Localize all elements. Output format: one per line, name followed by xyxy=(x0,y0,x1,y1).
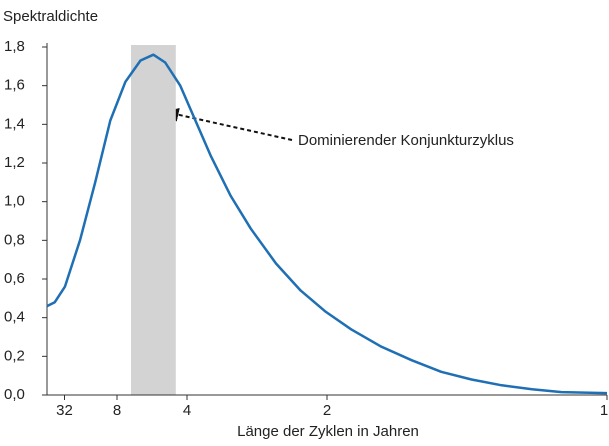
x-tick-label: 8 xyxy=(113,402,121,419)
y-tick-label: 1,0 xyxy=(4,193,25,210)
shaded-range xyxy=(131,45,176,395)
y-tick-label: 1,6 xyxy=(4,77,25,94)
y-tick-label: 1,8 xyxy=(4,38,25,55)
x-tick-label: 1 xyxy=(600,402,608,419)
y-tick-label: 0,0 xyxy=(4,386,25,403)
x-axis-label: Länge der Zyklen in Jahren xyxy=(237,423,419,440)
y-tick-label: 0,6 xyxy=(4,270,25,287)
y-tick-label: 0,8 xyxy=(4,231,25,248)
annotation-arrow xyxy=(164,107,293,141)
y-tick-label: 1,2 xyxy=(4,154,25,171)
x-tick-label: 4 xyxy=(183,402,191,419)
y-tick-label: 1,4 xyxy=(4,115,25,132)
y-axis-label: Spektraldichte xyxy=(3,8,98,25)
annotation: Dominierender Konjunkturzyklus xyxy=(298,132,514,149)
x-tick-label: 2 xyxy=(323,402,331,419)
y-tick-label: 0,4 xyxy=(4,309,25,326)
y-tick-label: 0,2 xyxy=(4,347,25,364)
x-tick-label: 32 xyxy=(56,402,73,419)
line-series xyxy=(46,53,608,395)
